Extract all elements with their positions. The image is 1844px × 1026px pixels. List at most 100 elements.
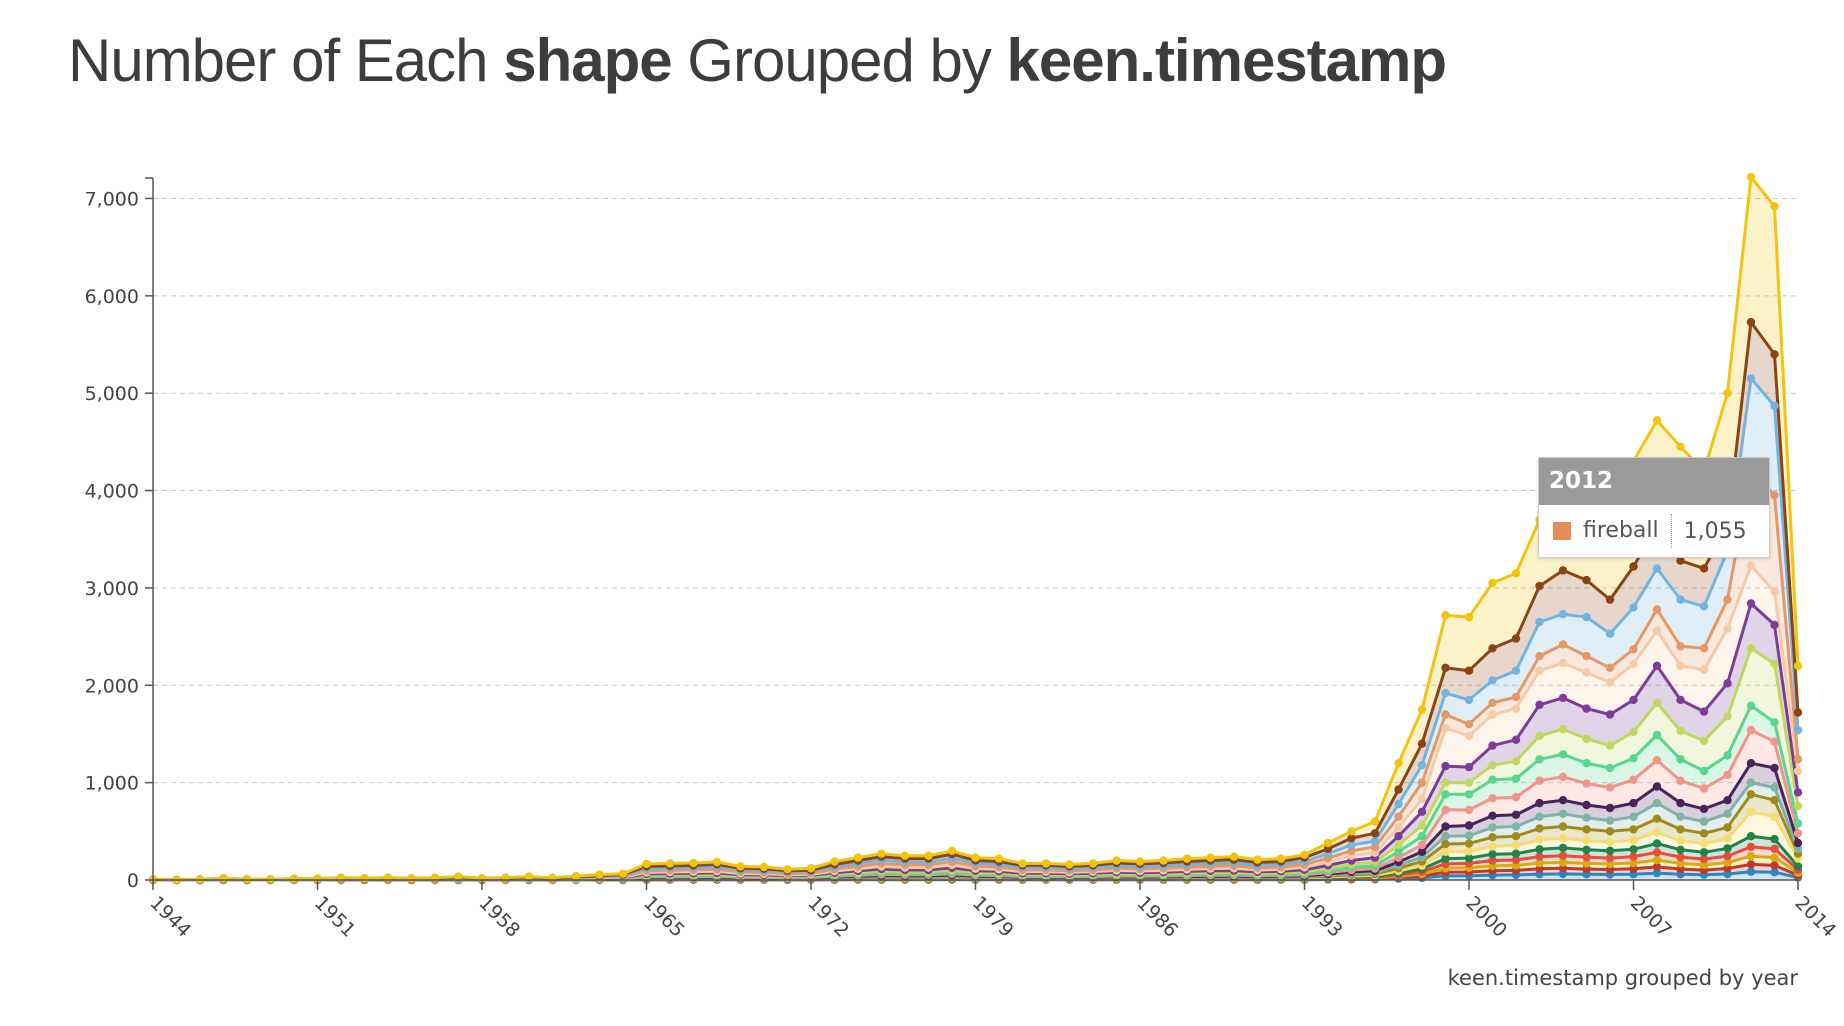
data-point[interactable] [1652, 814, 1662, 823]
data-point[interactable] [1394, 785, 1403, 794]
data-point[interactable] [1629, 852, 1638, 861]
data-point[interactable] [1676, 825, 1685, 834]
data-point[interactable] [1652, 564, 1662, 573]
data-point[interactable] [1558, 640, 1568, 649]
data-point[interactable] [1511, 774, 1521, 783]
data-point[interactable] [1511, 849, 1521, 858]
data-point[interactable] [1746, 725, 1756, 735]
data-point[interactable] [1723, 858, 1732, 867]
data-point[interactable] [1723, 389, 1732, 398]
data-point[interactable] [1394, 847, 1403, 856]
data-point[interactable] [1746, 701, 1756, 710]
data-point[interactable] [1417, 705, 1427, 714]
data-point[interactable] [1605, 853, 1615, 863]
data-point[interactable] [994, 854, 1004, 863]
data-point[interactable] [1535, 858, 1544, 868]
data-point[interactable] [1793, 829, 1803, 838]
data-point[interactable] [1441, 710, 1450, 719]
data-point[interactable] [1746, 759, 1756, 768]
data-point[interactable] [1535, 700, 1544, 709]
data-point[interactable] [1770, 868, 1779, 877]
data-point[interactable] [1676, 836, 1685, 845]
data-point[interactable] [1088, 859, 1098, 868]
data-point[interactable] [1417, 778, 1427, 787]
data-point[interactable] [1323, 844, 1333, 853]
data-point[interactable] [1394, 832, 1403, 841]
data-point[interactable] [1770, 861, 1779, 870]
data-point[interactable] [1417, 832, 1427, 841]
data-point[interactable] [1464, 853, 1474, 863]
data-point[interactable] [1793, 788, 1803, 797]
data-point[interactable] [1018, 859, 1027, 868]
data-point[interactable] [712, 857, 722, 867]
data-point[interactable] [1347, 827, 1356, 836]
data-point[interactable] [1441, 805, 1450, 815]
data-point[interactable] [1488, 760, 1497, 770]
data-point[interactable] [1558, 724, 1568, 734]
data-point[interactable] [1629, 864, 1638, 873]
data-point[interactable] [1793, 708, 1803, 717]
data-point[interactable] [1699, 817, 1709, 826]
data-point[interactable] [1488, 823, 1497, 832]
data-point[interactable] [1723, 823, 1732, 832]
data-point[interactable] [1629, 727, 1638, 737]
data-point[interactable] [1229, 852, 1239, 861]
data-point[interactable] [1558, 772, 1568, 781]
data-point[interactable] [642, 859, 651, 869]
data-point[interactable] [1582, 852, 1591, 862]
data-point[interactable] [1770, 844, 1779, 853]
data-point[interactable] [1041, 859, 1051, 868]
data-point[interactable] [1652, 798, 1662, 808]
data-point[interactable] [1370, 848, 1380, 857]
data-point[interactable] [1605, 763, 1615, 773]
data-point[interactable] [1652, 782, 1662, 791]
data-point[interactable] [1676, 661, 1685, 670]
data-point[interactable] [1652, 855, 1662, 865]
data-point[interactable] [1582, 612, 1591, 622]
data-point[interactable] [1065, 860, 1074, 869]
data-point[interactable] [1464, 821, 1474, 830]
data-point[interactable] [1629, 562, 1638, 571]
data-point[interactable] [1511, 634, 1521, 643]
data-point[interactable] [595, 870, 604, 879]
data-point[interactable] [1676, 798, 1685, 808]
data-point[interactable] [1394, 812, 1403, 821]
data-point[interactable] [1464, 778, 1474, 787]
data-point[interactable] [1558, 833, 1568, 843]
data-point[interactable] [1629, 798, 1638, 808]
data-point[interactable] [1558, 693, 1568, 703]
data-point[interactable] [924, 851, 933, 860]
data-point[interactable] [1535, 755, 1544, 764]
data-point[interactable] [1511, 569, 1521, 578]
data-point[interactable] [1699, 644, 1709, 653]
data-point[interactable] [1582, 651, 1591, 661]
data-point[interactable] [1206, 853, 1215, 862]
data-point[interactable] [1300, 850, 1309, 859]
data-point[interactable] [1723, 834, 1732, 843]
data-point[interactable] [360, 873, 369, 883]
data-point[interactable] [1676, 442, 1685, 451]
data-point[interactable] [1793, 755, 1803, 764]
data-point[interactable] [1417, 760, 1427, 770]
data-point[interactable] [1699, 707, 1709, 716]
data-point[interactable] [1159, 856, 1168, 865]
data-point[interactable] [1723, 712, 1732, 721]
data-point[interactable] [1699, 766, 1709, 776]
data-point[interactable] [1417, 840, 1427, 850]
data-point[interactable] [1558, 658, 1568, 668]
data-point[interactable] [1723, 809, 1732, 818]
data-point[interactable] [1629, 754, 1638, 763]
data-point[interactable] [1441, 611, 1450, 620]
data-point[interactable] [1417, 821, 1427, 830]
data-point[interactable] [1746, 644, 1756, 653]
data-point[interactable] [1723, 851, 1732, 861]
data-point[interactable] [1746, 832, 1756, 841]
data-point[interactable] [947, 846, 957, 855]
data-point[interactable] [524, 872, 534, 881]
data-point[interactable] [1652, 730, 1662, 740]
data-point[interactable] [1629, 835, 1638, 845]
data-point[interactable] [1488, 856, 1497, 865]
data-point[interactable] [1582, 704, 1591, 713]
data-point[interactable] [1511, 692, 1521, 702]
data-point[interactable] [1770, 620, 1779, 630]
